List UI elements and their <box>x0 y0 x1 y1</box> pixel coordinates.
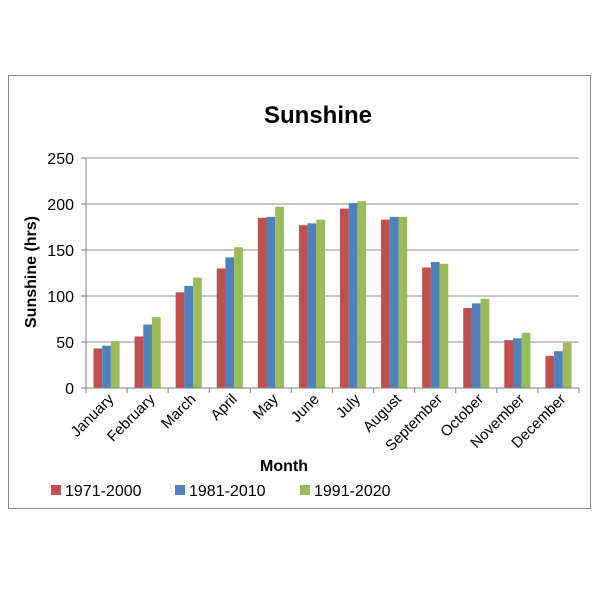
bar-1981-2010-october <box>471 303 481 388</box>
bar-1991-2020-august <box>398 216 408 388</box>
bar-1991-2020-october <box>480 298 490 388</box>
bar-1971-2000-january <box>93 348 103 388</box>
bar-1991-2020-february <box>151 317 161 388</box>
bar-1971-2000-june <box>298 225 308 388</box>
legend-label-1981-2010: 1981-2010 <box>189 483 266 500</box>
bar-1971-2000-july <box>339 208 349 388</box>
bar-1991-2020-july <box>357 201 367 388</box>
y-tick-label-1: 50 <box>56 335 74 352</box>
legend-label-1971-2000: 1971-2000 <box>65 483 142 500</box>
bar-1971-2000-april <box>216 268 226 388</box>
bar-1981-2010-november <box>513 338 522 388</box>
bar-1971-2000-november <box>504 340 514 388</box>
bar-1981-2010-august <box>389 216 399 388</box>
bar-1971-2000-september <box>422 267 431 388</box>
bars <box>93 201 572 388</box>
bar-1991-2020-november <box>521 332 531 388</box>
y-tick-label-5: 250 <box>47 151 74 168</box>
bar-1981-2010-march <box>184 285 194 388</box>
legend-swatch-1991-2020 <box>300 485 310 495</box>
legend-swatch-1981-2010 <box>175 485 185 495</box>
bar-1991-2020-april <box>234 247 243 388</box>
bar-1971-2000-august <box>381 219 390 388</box>
y-tick-label-0: 0 <box>65 381 74 398</box>
legend: 1971-2000 1981-2010 1991-2020 <box>51 483 391 500</box>
y-tick-labels: 0 50 100 150 200 250 <box>47 151 74 398</box>
legend-swatch-1971-2000 <box>51 485 61 495</box>
y-tick-label-4: 200 <box>47 197 74 214</box>
bar-1971-2000-may <box>257 217 267 388</box>
bar-1991-2020-september <box>439 263 449 388</box>
bar-1991-2020-may <box>275 206 284 388</box>
bar-1971-2000-february <box>134 336 144 388</box>
chart-title: Sunshine <box>264 102 372 129</box>
bar-1981-2010-january <box>102 345 111 388</box>
bar-1981-2010-may <box>266 216 276 388</box>
bar-1991-2020-march <box>193 277 202 388</box>
axes <box>85 158 580 393</box>
chart-frame: Sunshine 0 50 100 150 200 250 January February… <box>8 75 591 509</box>
legend-label-1991-2020: 1991-2020 <box>314 483 391 500</box>
x-tick-label-may: May <box>250 390 282 422</box>
bar-1971-2000-october <box>463 307 472 388</box>
y-axis-title: Sunshine (hrs) <box>23 216 40 328</box>
bar-1991-2020-june <box>316 219 326 388</box>
y-tick-label-2: 100 <box>47 289 74 306</box>
x-axis-title: Month <box>260 458 308 475</box>
bar-1991-2020-january <box>110 341 120 388</box>
x-tick-label-march: March <box>158 391 199 432</box>
bar-1991-2020-december <box>562 342 572 388</box>
bar-1971-2000-march <box>175 292 185 388</box>
bar-1981-2010-december <box>554 351 563 388</box>
bar-1981-2010-april <box>225 257 235 388</box>
bar-1981-2010-september <box>430 261 440 388</box>
x-tick-label-july: July <box>333 390 364 421</box>
x-tick-label-april: April <box>207 391 240 424</box>
gridlines <box>81 157 579 389</box>
bar-1981-2010-june <box>307 223 317 388</box>
y-tick-label-3: 150 <box>47 243 74 260</box>
bar-1981-2010-july <box>348 203 358 388</box>
x-tick-label-june: June <box>288 391 323 426</box>
bar-1981-2010-february <box>143 324 152 388</box>
bar-1971-2000-december <box>545 355 555 388</box>
